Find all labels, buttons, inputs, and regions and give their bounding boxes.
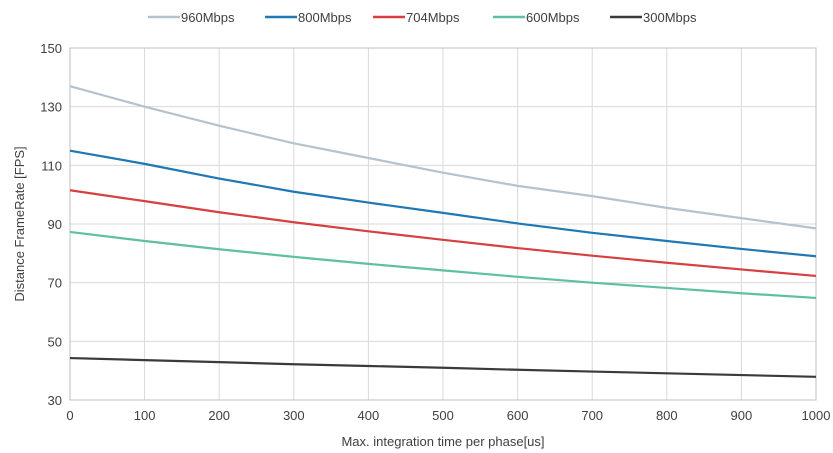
y-tick-label: 50 [48, 334, 62, 349]
y-tick-label: 150 [40, 41, 62, 56]
legend-label: 300Mbps [643, 10, 697, 25]
legend: 960Mbps 800Mbps 704Mbps 600Mbps 300Mbps [148, 10, 697, 25]
series-line-300Mbps [69, 356, 817, 378]
series-line-704Mbps [69, 189, 817, 278]
legend-label: 800Mbps [298, 10, 352, 25]
series-line-960Mbps [69, 85, 817, 230]
series-group [69, 85, 817, 378]
y-tick-label: 30 [48, 393, 62, 408]
x-tick-label: 400 [358, 408, 380, 423]
y-tick-label: 70 [48, 276, 62, 291]
y-axis-label: Distance FrameRate [FPS] [12, 146, 27, 301]
x-tick-label: 600 [507, 408, 529, 423]
x-tick-label: 0 [66, 408, 73, 423]
y-tick-label: 110 [41, 158, 62, 173]
x-tick-label: 200 [208, 408, 230, 423]
x-axis-label: Max. integration time per phase[us] [341, 434, 544, 449]
x-tick-label: 100 [134, 408, 156, 423]
legend-label: 600Mbps [526, 10, 580, 25]
y-axis-ticks: 30 50 70 90 110 130 150 [40, 41, 62, 408]
legend-label: 960Mbps [181, 10, 235, 25]
y-tick-label: 130 [40, 100, 62, 115]
x-tick-label: 300 [283, 408, 305, 423]
x-axis-ticks: 0 100 200 300 400 500 600 700 800 900 1000 [66, 408, 830, 423]
x-tick-label: 1000 [802, 408, 831, 423]
plot-frame [69, 47, 817, 401]
series-line-600Mbps [69, 230, 817, 300]
x-tick-label: 900 [731, 408, 753, 423]
x-tick-label: 500 [432, 408, 454, 423]
x-tick-label: 700 [581, 408, 603, 423]
series-line-800Mbps [69, 149, 817, 258]
legend-label: 704Mbps [406, 10, 460, 25]
x-tick-label: 800 [656, 408, 678, 423]
y-tick-label: 90 [48, 217, 62, 232]
grid [69, 47, 817, 401]
